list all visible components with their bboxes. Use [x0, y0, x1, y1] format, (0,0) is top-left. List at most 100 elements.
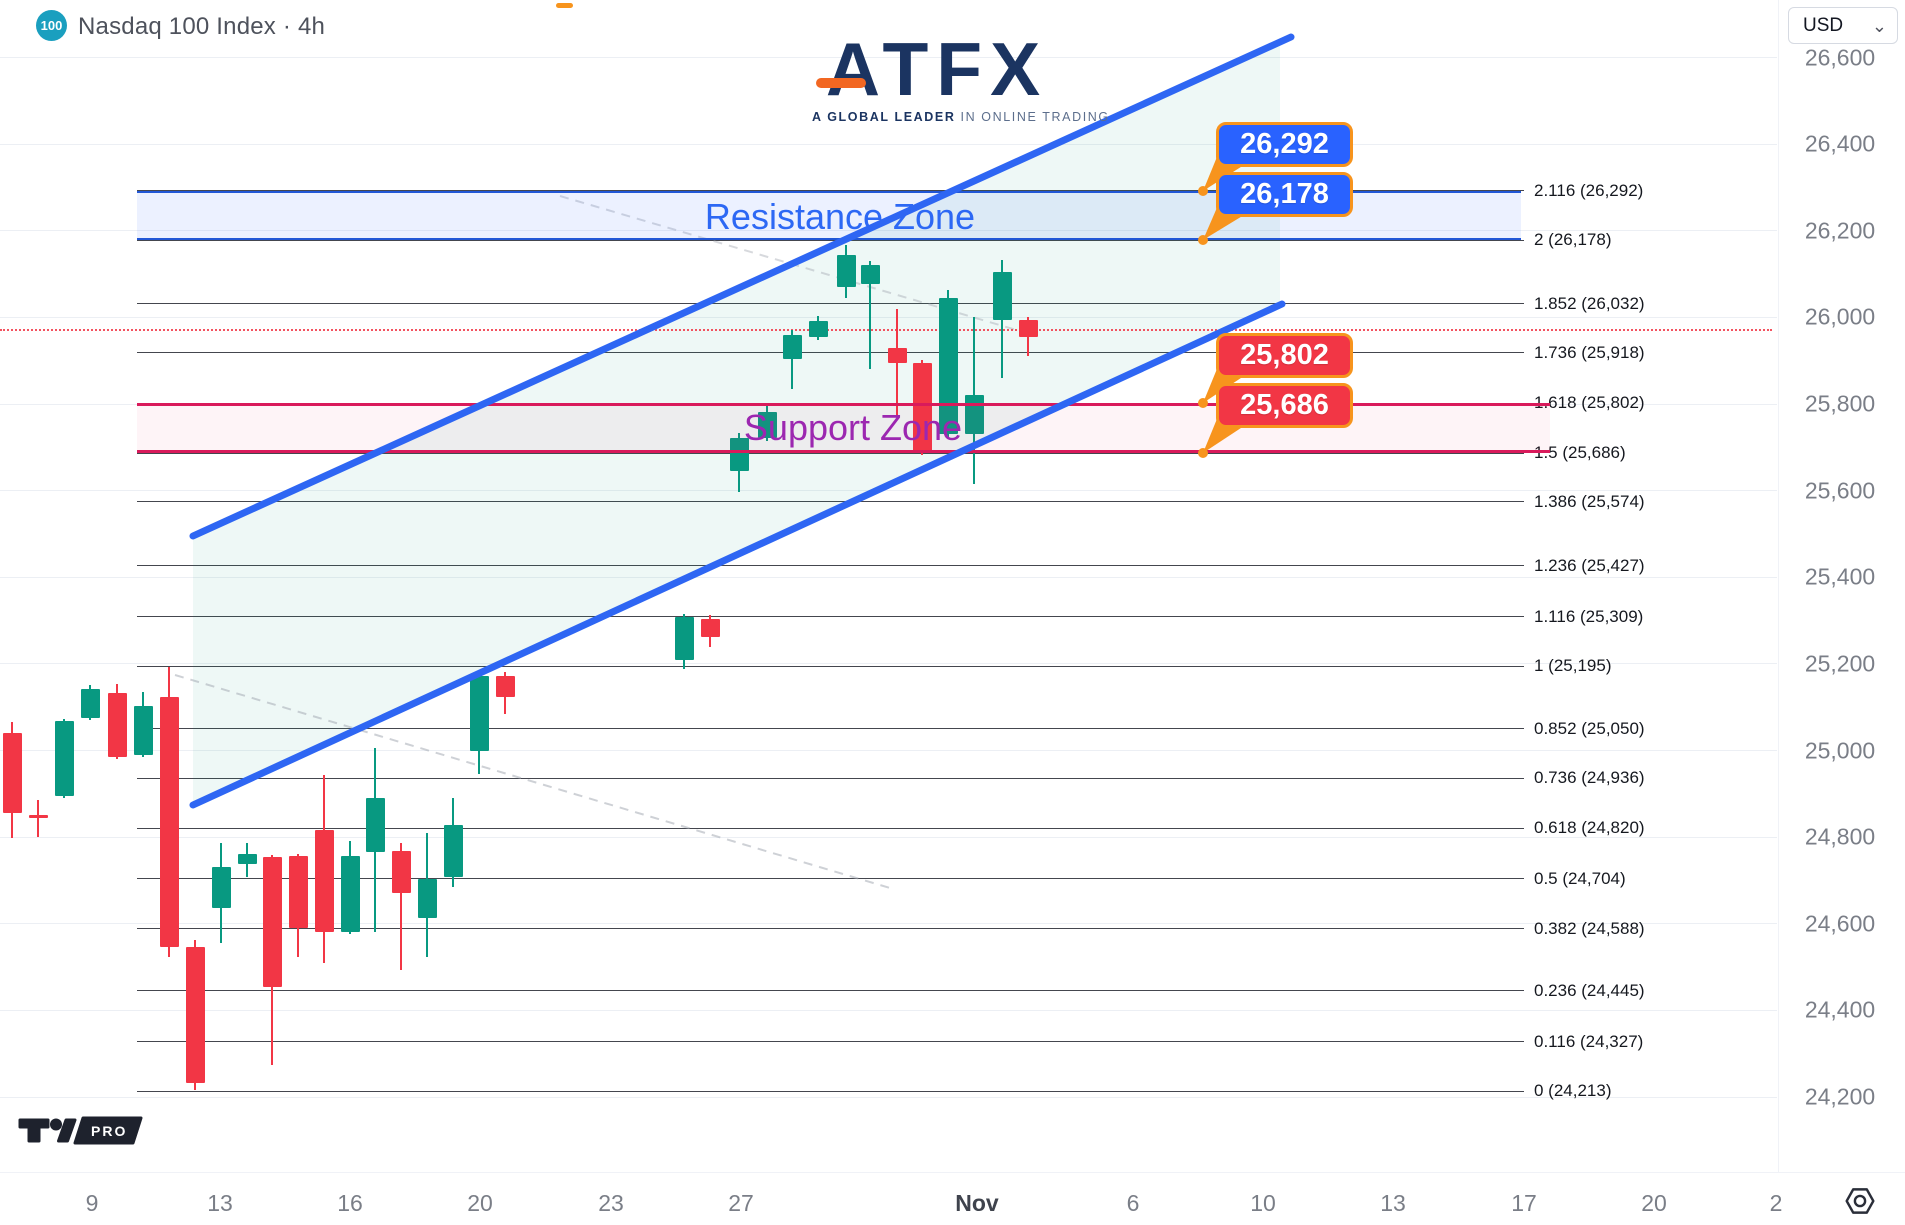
fib-level-label: 1.116 (25,309) — [1534, 606, 1644, 626]
current-price-line — [0, 328, 1772, 331]
grid-line — [0, 57, 1777, 58]
x-axis-label: 13 — [207, 1190, 233, 1216]
fib-level-label: 1.852 (26,032) — [1534, 293, 1645, 313]
fib-level-label: 2 (26,178) — [1534, 230, 1612, 250]
y-axis-label: 26,000 — [1804, 303, 1876, 330]
fib-level-line — [137, 565, 1524, 567]
trend-channel-upper-line[interactable] — [189, 33, 1295, 540]
candle-body — [912, 362, 932, 452]
candle-body — [365, 798, 385, 853]
drawing-anchor-mark — [556, 3, 573, 8]
currency-select[interactable]: USD ⌄ — [1788, 7, 1898, 44]
grid-line — [0, 316, 1777, 318]
fib-level-label: 0.852 (25,050) — [1534, 718, 1645, 738]
atfx-wordmark: ATFX — [812, 30, 1062, 108]
tradingview-glyph — [18, 1118, 50, 1143]
y-axis-label: 25,600 — [1804, 477, 1876, 504]
fib-level-label: 0.236 (24,445) — [1534, 980, 1645, 1000]
grid-line — [0, 490, 1777, 492]
fib-level-label: 1.386 (25,574) — [1534, 491, 1645, 511]
pro-badge — [73, 1116, 143, 1145]
candle-body — [495, 676, 515, 697]
fib-level-label: 2.116 (26,292) — [1534, 180, 1644, 200]
settings-gear-icon[interactable] — [1843, 1184, 1877, 1218]
symbol-title[interactable]: Nasdaq 100 Index · 4h — [78, 13, 326, 40]
candle-body — [262, 857, 282, 987]
candle-wick — [400, 843, 402, 971]
grid-line — [0, 230, 1777, 232]
tradingview-dot — [50, 1118, 62, 1131]
candle-wick — [869, 261, 871, 369]
x-axis-label: 9 — [85, 1190, 99, 1216]
fib-level-line — [137, 501, 1524, 503]
support-lower-price-badge: 25,686 — [1216, 383, 1353, 428]
candle-body — [729, 437, 749, 472]
fib-level-label: 1.736 (25,918) — [1534, 342, 1645, 362]
symbol-logo-badge[interactable]: 100 — [36, 10, 67, 41]
x-axis-label: 23 — [598, 1190, 624, 1216]
x-axis-label: 6 — [1126, 1190, 1140, 1216]
candle-body — [757, 411, 777, 438]
fib-level-line — [137, 452, 1524, 454]
candle-body — [159, 697, 179, 948]
fib-level-label: 1.618 (25,802) — [1534, 393, 1645, 413]
y-axis-label: 24,800 — [1804, 823, 1876, 850]
fib-level-line — [137, 928, 1524, 930]
badge-anchor-dot — [1198, 186, 1208, 196]
candle-body — [28, 814, 48, 818]
y-axis-label: 25,200 — [1804, 650, 1876, 677]
x-axis-label: 2 — [1769, 1190, 1783, 1216]
grid-line — [0, 836, 1777, 838]
fib-level-line — [137, 665, 1524, 667]
price-axis-border — [1778, 0, 1779, 1172]
fib-level-line — [137, 1041, 1524, 1043]
candle-body — [185, 947, 205, 1084]
candle-body — [237, 854, 257, 864]
candle-body — [700, 618, 720, 638]
atfx-tagline: A GLOBAL LEADER IN ONLINE TRADING — [812, 110, 1110, 124]
support-upper-price-badge: 25,802 — [1216, 333, 1353, 378]
fib-level-line — [137, 777, 1524, 779]
candle-body — [1018, 319, 1038, 337]
fib-level-label: 0.5 (24,704) — [1534, 868, 1626, 888]
fib-level-label: 0.382 (24,588) — [1534, 918, 1645, 938]
channel-fill — [193, 43, 1280, 805]
trend-channel-lower-line[interactable] — [189, 300, 1286, 809]
badge-anchor-dot — [1198, 448, 1208, 458]
candle-body — [288, 856, 308, 929]
candle-body — [938, 297, 958, 434]
grid-line — [0, 923, 1777, 925]
candle-wick — [791, 329, 793, 389]
grid-line — [0, 1096, 1777, 1098]
y-axis-label: 26,600 — [1804, 44, 1876, 70]
x-axis-label: 13 — [1380, 1190, 1406, 1216]
fib-level-line — [137, 1090, 1524, 1092]
fib-level-label: 0.618 (24,820) — [1534, 818, 1645, 838]
fib-level-line — [137, 728, 1524, 730]
grid-line — [0, 1009, 1777, 1011]
y-axis-label: 25,400 — [1804, 563, 1876, 590]
candle-body — [992, 271, 1012, 320]
tradingview-slash — [57, 1118, 77, 1143]
candle-body — [54, 721, 74, 796]
grid-line — [0, 663, 1777, 665]
resistance-lower-price-badge: 26,178 — [1216, 172, 1353, 217]
candle-body — [417, 879, 437, 919]
y-axis-label: 25,800 — [1804, 390, 1876, 417]
fib-level-line — [137, 303, 1524, 304]
fib-level-line — [137, 990, 1524, 992]
fib-level-line — [137, 878, 1524, 880]
pro-badge-label: PRO — [91, 1123, 127, 1139]
candle-body — [2, 733, 22, 813]
y-axis-label: 24,400 — [1804, 996, 1876, 1023]
x-axis-label: 20 — [1641, 1190, 1667, 1216]
candle-body — [674, 617, 694, 660]
candle-body — [391, 850, 411, 893]
tradingview-logo[interactable]: PRO — [14, 1112, 154, 1148]
candle-body — [80, 688, 100, 718]
y-axis-label: 25,000 — [1804, 737, 1876, 763]
fib-level-label: 1.5 (25,686) — [1534, 443, 1626, 463]
